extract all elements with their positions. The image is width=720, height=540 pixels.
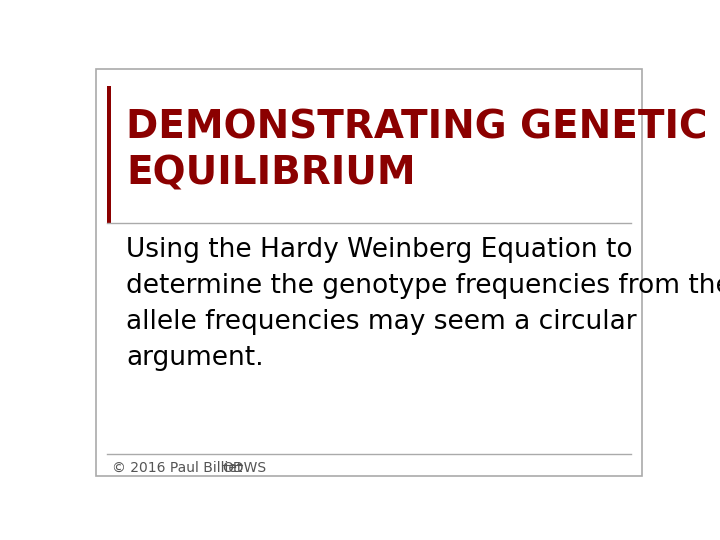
Bar — [107, 85, 111, 223]
Text: EQUILIBRIUM: EQUILIBRIUM — [126, 154, 416, 192]
Text: DEMONSTRATING GENETIC: DEMONSTRATING GENETIC — [126, 109, 708, 146]
Text: Using the Hardy Weinberg Equation to
determine the genotype frequencies from the: Using the Hardy Weinberg Equation to det… — [126, 238, 720, 372]
Text: © 2016 Paul Billiet: © 2016 Paul Billiet — [112, 461, 247, 475]
Text: ODWS: ODWS — [222, 461, 266, 475]
